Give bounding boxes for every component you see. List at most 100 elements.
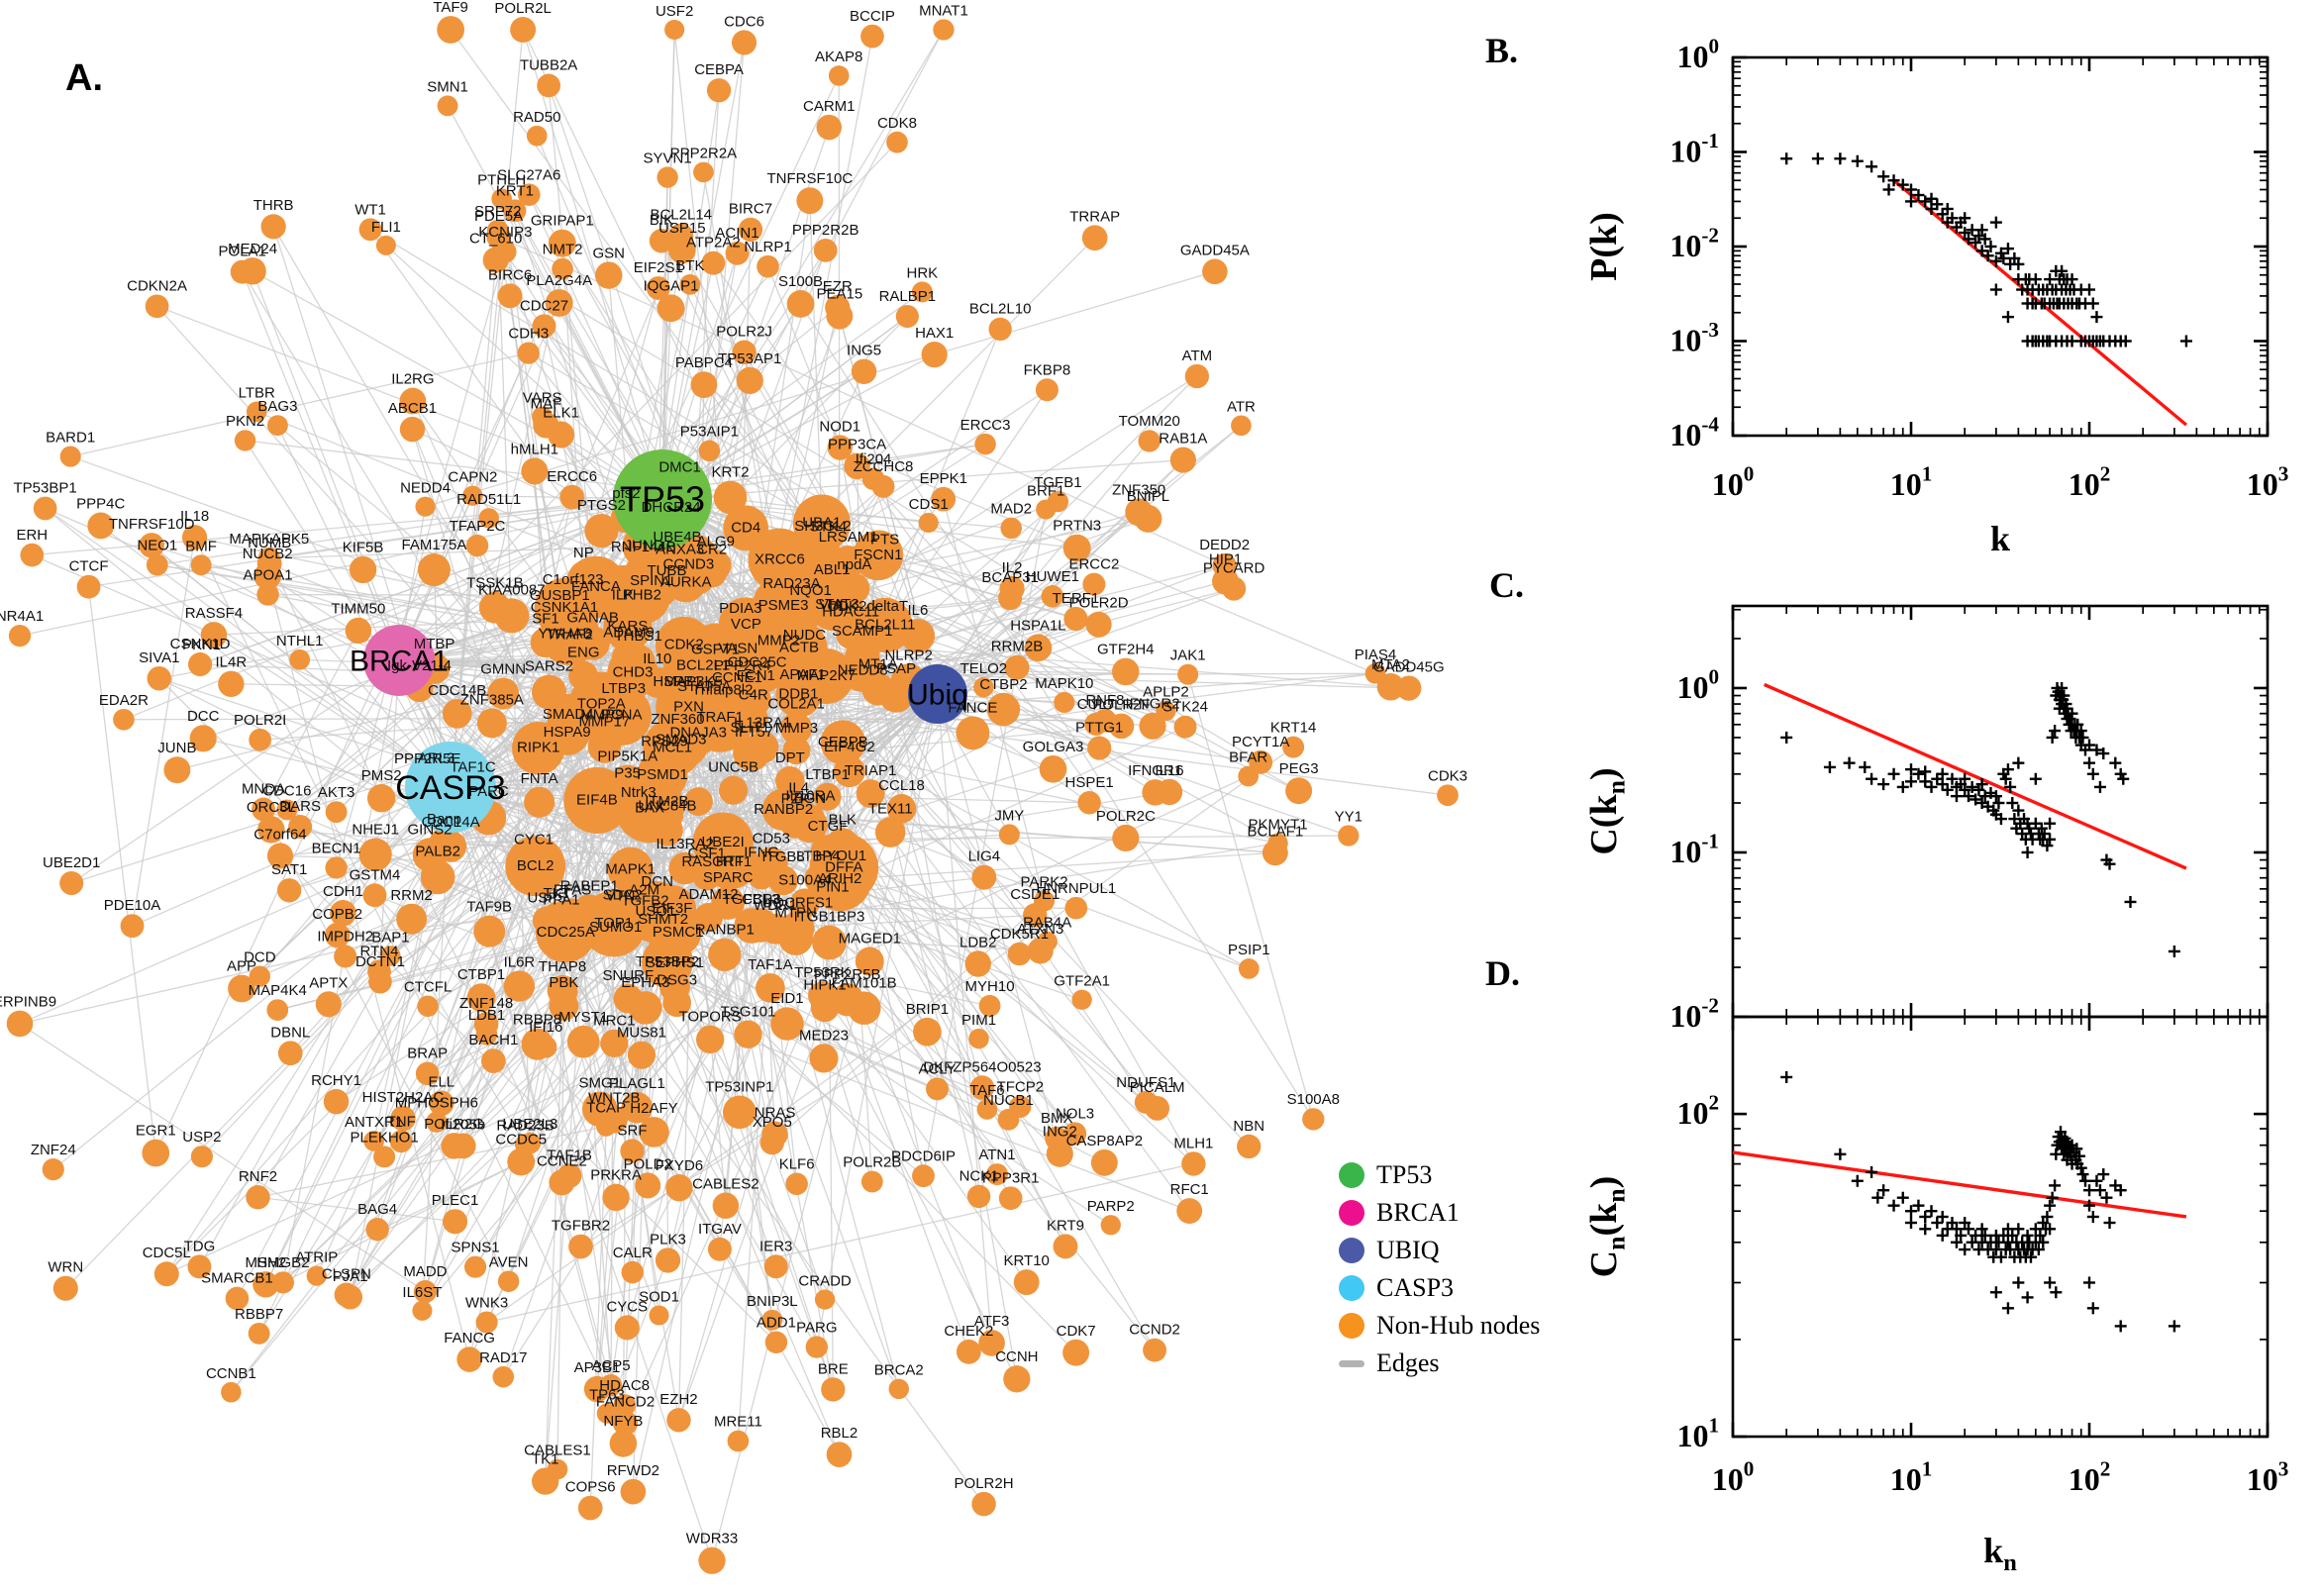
node-label: BFAR	[1229, 749, 1267, 766]
network-node	[1142, 779, 1168, 806]
node-label: PSAP	[876, 660, 916, 677]
node-label: IFNG	[744, 845, 779, 861]
legend: TP53 BRCA1 UBIQ CASP3 Non-Hub nodes Edges	[1339, 1156, 1540, 1382]
ubiq-circle-swatch	[1339, 1238, 1364, 1263]
network-node	[757, 254, 779, 278]
node-label: BACH1	[468, 1032, 518, 1048]
network-node	[1181, 1151, 1206, 1176]
network-node	[628, 555, 659, 586]
network-node	[503, 970, 536, 1002]
node-label: CCL18	[878, 777, 925, 794]
network-node	[828, 65, 850, 86]
network-node	[926, 1077, 950, 1101]
network-node	[497, 283, 523, 309]
network-node	[813, 238, 838, 262]
svg-text:100: 100	[1712, 462, 1755, 502]
network-node	[510, 16, 537, 44]
node-label: NLRP1	[744, 239, 791, 255]
node-label: MMP3	[775, 720, 818, 737]
node-label: PPP2R4	[714, 657, 771, 674]
network-node	[956, 716, 990, 750]
network-node	[804, 864, 833, 893]
node-label: MNAT1	[919, 2, 968, 19]
network-node	[1077, 791, 1101, 815]
node-label: TP53AP1	[718, 350, 781, 367]
network-node	[566, 1025, 600, 1058]
node-label: UBE2D1	[43, 854, 100, 871]
network-node	[437, 16, 465, 44]
legend-label: UBIQ	[1376, 1236, 1440, 1264]
node-label: EID1	[770, 990, 803, 1007]
node-label: KLF6	[779, 1156, 815, 1173]
hub-node-tp53	[613, 449, 712, 549]
network-node	[1177, 663, 1199, 685]
node-label: NR4A1	[0, 608, 44, 625]
node-label: SNURF	[603, 967, 655, 984]
node-label: GMNN	[480, 660, 526, 677]
network-node	[358, 838, 392, 871]
node-label: ABCB1	[388, 400, 437, 417]
node-label: POLR2F	[1092, 697, 1150, 714]
svg-text:100: 100	[1676, 35, 1719, 74]
network-node	[544, 604, 576, 636]
node-label: RAD17	[479, 1349, 527, 1366]
hub-label-ubiq: Ubiq	[907, 679, 968, 712]
network-node	[1176, 1198, 1203, 1224]
node-label: TGFBR2	[552, 1218, 610, 1235]
network-node	[375, 235, 396, 255]
node-label: VARS	[523, 389, 562, 406]
node-label: NUCB2	[243, 546, 293, 562]
node-label: POLD2	[624, 1155, 672, 1172]
node-label: TSG101	[721, 1004, 776, 1021]
svg-text:10-4: 10-4	[1669, 413, 1719, 452]
node-label: C1orf123	[543, 571, 604, 588]
network-node	[698, 440, 721, 462]
legend-label: Non-Hub nodes	[1376, 1311, 1541, 1340]
network-node	[486, 224, 511, 249]
node-label: FLI1	[371, 219, 401, 236]
network-node	[187, 1254, 212, 1279]
node-label: TGFB2	[621, 893, 668, 910]
node-label: LRSAM1	[819, 529, 878, 546]
node-label: SH3GL2	[794, 518, 852, 535]
node-label: UNC84B	[638, 798, 696, 815]
node-label: RBBP8	[513, 1012, 561, 1029]
node-label: IER3	[759, 1238, 792, 1254]
node-label: CDH1	[323, 883, 363, 900]
network-node	[761, 1309, 783, 1331]
network-node	[956, 1339, 981, 1364]
network-node	[1338, 825, 1360, 847]
node-label: KIF5B	[343, 540, 384, 556]
node-label: KIAA0087	[478, 581, 546, 598]
network-node	[918, 512, 939, 534]
network-node	[1139, 712, 1166, 740]
node-label: ACLY	[918, 1060, 956, 1077]
node-label: POLA1	[219, 244, 266, 260]
svg-text:Cn(kn): Cn(kn)	[1583, 1176, 1630, 1278]
network-node	[545, 289, 573, 317]
network-node	[466, 983, 496, 1013]
node-label: CTBP2	[979, 676, 1027, 693]
node-label: DPT	[775, 749, 805, 766]
network-node	[725, 241, 750, 265]
node-label: SPIN1	[630, 572, 672, 589]
node-label: CDC14B	[428, 682, 486, 699]
network-node	[1238, 765, 1260, 787]
node-label: BMX	[1041, 1110, 1073, 1127]
node-label: BRIP1	[906, 1001, 949, 1018]
node-label: ATRIP	[295, 1248, 338, 1265]
network-node	[1054, 691, 1075, 714]
node-label: BECN1	[312, 840, 361, 856]
hub-label-casp3: CASP3	[395, 769, 506, 807]
network-node	[442, 1209, 468, 1235]
node-label: IL4R	[216, 654, 248, 671]
node-label: PFAS	[554, 882, 591, 899]
node-label: RIPK1	[517, 740, 559, 756]
node-label: HIP1	[1209, 551, 1242, 568]
node-label: Ntrk3	[621, 784, 656, 801]
network-node	[630, 909, 660, 939]
node-label: USO1	[636, 903, 676, 920]
node-label: MCL1	[653, 740, 692, 756]
node-label: HRK	[907, 264, 939, 281]
svg-text:P(k): P(k)	[1583, 212, 1625, 281]
